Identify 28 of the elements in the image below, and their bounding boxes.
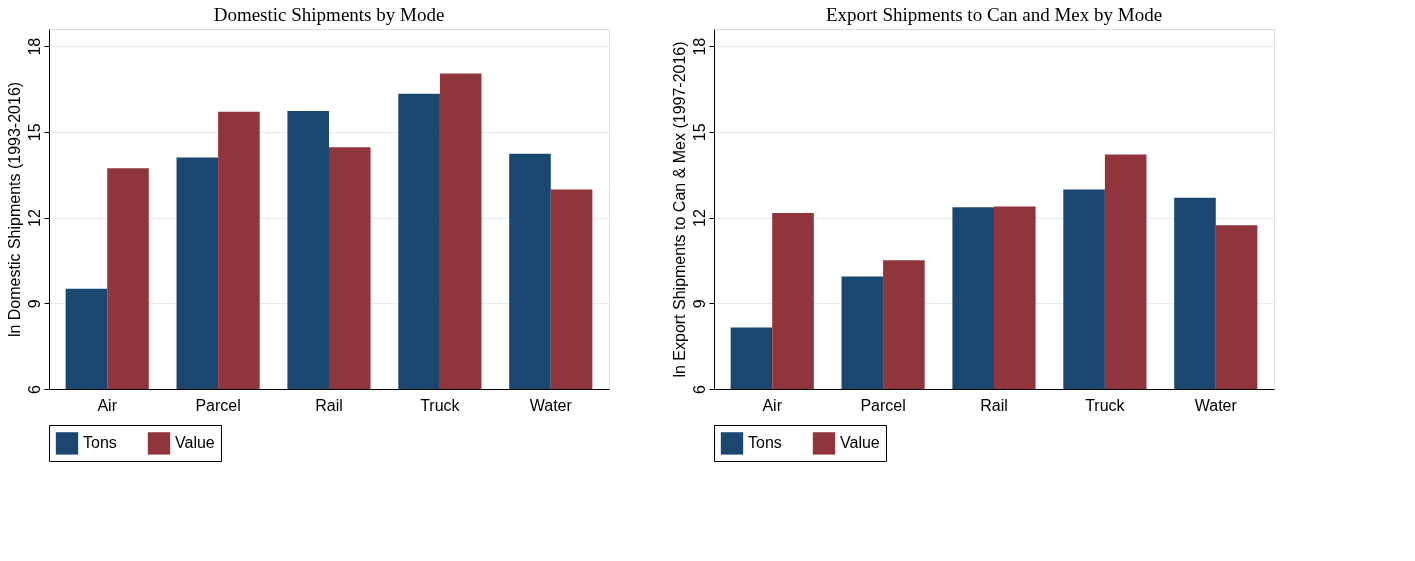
y-tick-label: 18 xyxy=(25,37,43,56)
legend-label: Tons xyxy=(748,434,782,452)
x-tick-label: Rail xyxy=(315,396,343,414)
chart-title: Export Shipments to Can and Mex by Mode xyxy=(825,4,1163,25)
x-tick-label: Air xyxy=(97,396,118,414)
y-tick-label: 12 xyxy=(25,209,43,227)
x-tick-label: Water xyxy=(1194,396,1238,414)
y-tick-label: 12 xyxy=(690,209,708,227)
x-tick-label: Water xyxy=(529,396,573,414)
y-tick-label: 9 xyxy=(690,299,708,309)
y-tick-label: 6 xyxy=(25,384,43,394)
y-tick-label: 15 xyxy=(25,123,43,142)
y-tick-label: 18 xyxy=(690,37,708,56)
chart-title: Domestic Shipments by Mode xyxy=(213,4,445,25)
y-axis-title: ln Domestic Shipments (1993-2016) xyxy=(5,81,23,338)
x-tick-label: Rail xyxy=(980,396,1008,414)
y-tick-label: 15 xyxy=(690,123,708,142)
x-tick-label: Parcel xyxy=(860,396,906,414)
x-tick-label: Parcel xyxy=(195,396,241,414)
x-tick-label: Truck xyxy=(420,396,461,414)
legend-label: Value xyxy=(175,434,215,452)
y-axis-title: ln Export Shipments to Can & Mex (1997-2016) xyxy=(670,41,688,378)
y-tick-label: 6 xyxy=(690,384,708,394)
y-tick-label: 9 xyxy=(25,299,43,309)
legend-label: Tons xyxy=(83,434,117,452)
x-tick-label: Air xyxy=(762,396,783,414)
x-tick-label: Truck xyxy=(1085,396,1126,414)
legend-label: Value xyxy=(840,434,880,452)
